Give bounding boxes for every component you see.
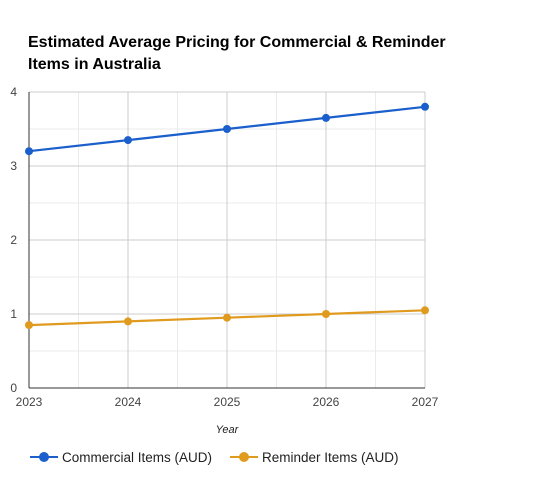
x-tick-label: 2023 xyxy=(16,395,43,409)
x-tick-label: 2026 xyxy=(313,395,340,409)
legend-swatch-reminder xyxy=(230,451,259,463)
data-point-series-0 xyxy=(322,113,330,122)
data-point-series-1 xyxy=(322,310,330,318)
legend-label-commercial: Commercial Items (AUD) xyxy=(62,449,213,465)
data-point-series-1 xyxy=(223,313,231,322)
data-point-series-0 xyxy=(25,147,33,156)
chart-title: Estimated Average Pricing for Commercial… xyxy=(28,34,446,73)
data-point-series-0 xyxy=(421,102,429,111)
legend-swatch-commercial xyxy=(30,451,58,463)
data-point-series-1 xyxy=(124,317,132,326)
x-axis-title: Year xyxy=(216,424,240,436)
legend-item-reminder[interactable]: Reminder Items (AUD) xyxy=(230,450,399,465)
data-point-series-0 xyxy=(124,136,132,145)
y-tick-label: 4 xyxy=(10,85,17,99)
y-tick-label: 2 xyxy=(10,233,17,247)
y-tick-label: 0 xyxy=(10,381,17,395)
x-tick-label: 2024 xyxy=(115,395,142,409)
y-tick-label: 1 xyxy=(10,307,17,321)
x-tick-label: 2025 xyxy=(214,395,241,409)
legend-item-commercial[interactable]: Commercial Items (AUD) xyxy=(30,450,212,465)
data-point-series-0 xyxy=(223,125,231,133)
legend: Commercial Items (AUD) Reminder Items (A… xyxy=(30,447,417,467)
y-tick-label: 3 xyxy=(10,159,17,173)
x-tick-label: 2027 xyxy=(412,395,439,409)
data-point-series-1 xyxy=(25,321,33,330)
data-point-series-1 xyxy=(421,306,429,315)
legend-label-reminder: Reminder Items (AUD) xyxy=(262,449,399,465)
